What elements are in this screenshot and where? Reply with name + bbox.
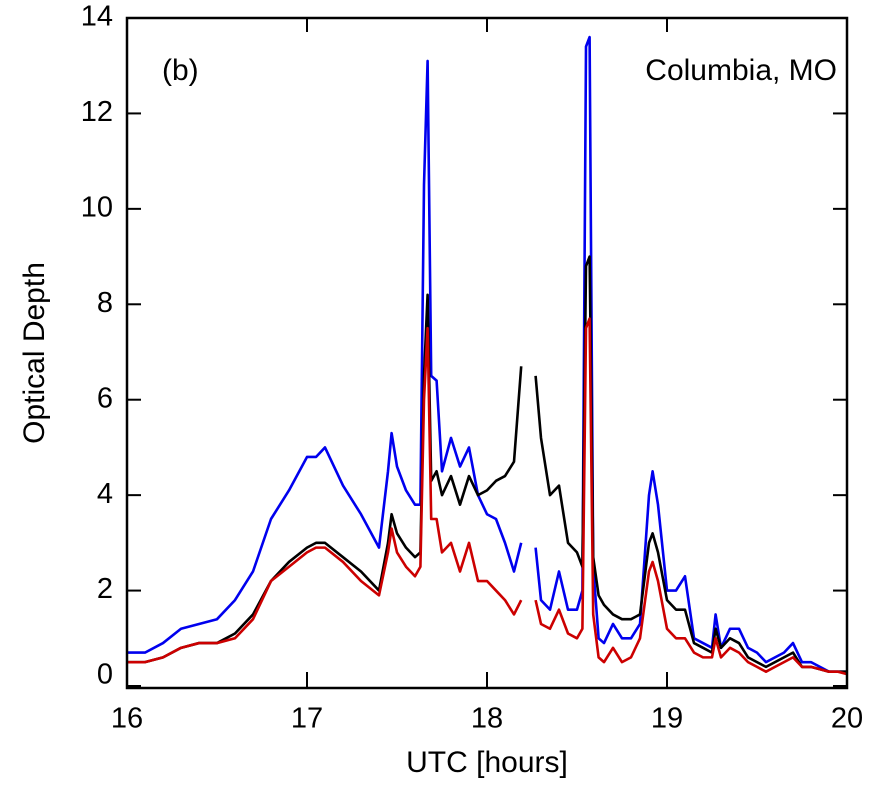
x-tick-label: 16: [111, 703, 143, 735]
data-line: [127, 59, 523, 654]
data-line: [534, 35, 847, 673]
data-line: [127, 326, 523, 664]
y-tick-label: 14: [81, 1, 113, 33]
plot-frame: [125, 16, 849, 690]
y-tick-label: 4: [97, 478, 113, 510]
x-tick-label: 19: [651, 703, 683, 735]
y-tick-label: 10: [81, 192, 113, 224]
y-tick-label: 12: [81, 96, 113, 128]
data-line: [127, 293, 523, 664]
panel-label: (b): [162, 54, 199, 87]
y-tick-label: 6: [97, 382, 113, 414]
y-tick-label: 2: [97, 573, 113, 605]
x-tick-label: 18: [471, 703, 503, 735]
location-label: Columbia, MO: [645, 54, 837, 87]
x-tick-label: 17: [291, 703, 323, 735]
x-axis-title: UTC [hours]: [406, 746, 568, 779]
x-tick-label: 20: [831, 703, 863, 735]
data-line: [534, 317, 848, 676]
y-tick-label: 0: [97, 659, 113, 691]
y-tick-label: 8: [97, 287, 113, 319]
y-axis-title: Optical Depth: [18, 262, 51, 444]
